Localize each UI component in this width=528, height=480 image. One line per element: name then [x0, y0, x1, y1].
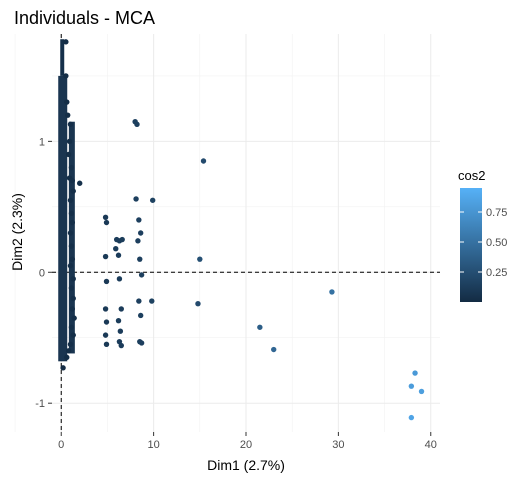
- data-point: [71, 315, 77, 321]
- legend-tick-label: 0.50: [486, 237, 507, 249]
- data-point: [102, 214, 109, 220]
- data-point: [60, 365, 66, 371]
- data-point: [137, 256, 143, 262]
- data-point: [257, 324, 263, 330]
- data-point: [70, 276, 76, 282]
- x-tick-label: 20: [240, 439, 252, 451]
- data-point: [102, 253, 109, 260]
- legend-tick-label: 0.75: [486, 207, 507, 219]
- data-point: [66, 138, 73, 145]
- data-point: [408, 414, 415, 421]
- x-tick-label: 40: [425, 439, 437, 451]
- y-tick-label: 1: [39, 136, 45, 148]
- data-point: [65, 112, 71, 118]
- dense-cluster-top: [60, 39, 65, 76]
- legend-title: cos2: [458, 168, 485, 183]
- legend-color-bar: [460, 188, 482, 302]
- data-point: [69, 256, 76, 262]
- dense-cluster-edge: [68, 121, 75, 354]
- data-point: [136, 217, 142, 223]
- dense-cluster-body: [58, 75, 68, 362]
- y-tick-label: 0: [39, 267, 45, 279]
- data-point: [77, 180, 83, 186]
- data-point: [195, 300, 201, 307]
- data-point: [69, 219, 76, 226]
- x-tick-label: 10: [147, 439, 159, 451]
- data-point: [68, 164, 75, 171]
- data-point: [65, 348, 72, 354]
- data-point: [64, 99, 70, 105]
- axis-ticks: 0 10 20 30 40 -1 0 1: [35, 136, 437, 451]
- data-point: [102, 306, 109, 312]
- data-point: [69, 177, 76, 184]
- data-point: [103, 319, 110, 325]
- data-point: [103, 219, 110, 226]
- data-point: [412, 370, 418, 376]
- data-point: [117, 328, 124, 334]
- data-point: [68, 210, 75, 217]
- data-point: [137, 230, 144, 236]
- data-point: [137, 312, 144, 319]
- data-point: [68, 324, 75, 330]
- data-point: [118, 342, 124, 349]
- data-point: [70, 332, 76, 338]
- dense-point-cloud: [58, 39, 75, 362]
- x-tick-label: 30: [332, 439, 344, 451]
- chart-title: Individuals - MCA: [14, 8, 155, 28]
- data-point: [133, 196, 139, 202]
- data-point: [135, 238, 141, 244]
- data-point: [63, 39, 69, 45]
- data-point: [138, 272, 145, 278]
- data-point: [408, 383, 415, 389]
- legend-tick-label: 0.25: [486, 267, 507, 279]
- data-point: [200, 158, 207, 164]
- data-point: [149, 197, 156, 203]
- data-point: [68, 243, 75, 249]
- data-point: [103, 278, 110, 285]
- data-point: [68, 285, 75, 291]
- data-point: [134, 121, 140, 128]
- data-point: [65, 151, 72, 158]
- data-point: [271, 346, 277, 353]
- y-axis-label: Dim2 (2.3%): [9, 193, 25, 271]
- grid: [14, 34, 440, 432]
- data-point: [102, 332, 109, 338]
- data-point: [103, 341, 110, 347]
- data-point: [329, 289, 335, 295]
- data-point: [67, 197, 74, 203]
- data-point: [70, 188, 76, 194]
- data-point: [119, 236, 125, 243]
- data-point: [113, 246, 119, 252]
- x-tick-label: 0: [58, 439, 64, 451]
- data-point: [118, 306, 124, 312]
- data-point: [115, 318, 122, 324]
- data-point: [64, 354, 70, 361]
- y-tick-label: -1: [35, 398, 45, 410]
- data-point: [67, 230, 74, 236]
- data-point: [115, 252, 122, 258]
- x-axis-label: Dim1 (2.7%): [207, 457, 285, 473]
- data-point: [149, 298, 155, 304]
- data-point: [67, 341, 74, 347]
- data-point: [136, 298, 142, 304]
- data-point: [418, 388, 425, 395]
- data-point: [67, 263, 74, 269]
- data-points: [60, 39, 425, 421]
- data-point: [63, 73, 69, 79]
- data-point: [138, 340, 145, 346]
- data-point: [197, 256, 203, 262]
- legend: cos2 0.25 0.50 0.75: [458, 168, 507, 302]
- data-point: [70, 295, 76, 302]
- data-point: [69, 306, 76, 312]
- data-point: [67, 121, 74, 128]
- data-point: [116, 276, 123, 282]
